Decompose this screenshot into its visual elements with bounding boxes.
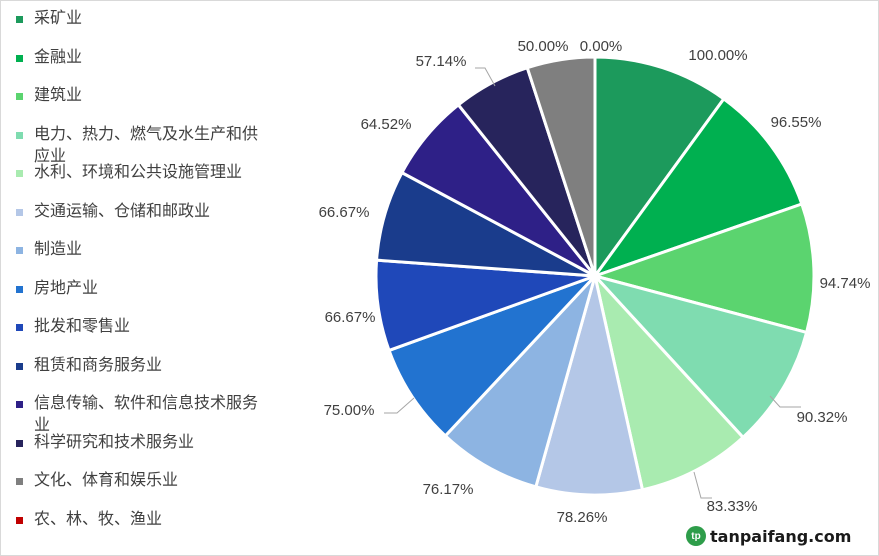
legend-swatch — [16, 131, 23, 139]
legend-label: 采矿业 — [34, 10, 83, 27]
legend-label: 文化、体育和娱乐业 — [34, 472, 179, 489]
data-label: 0.00% — [580, 38, 623, 55]
data-label: 100.00% — [688, 47, 747, 64]
legend-swatch — [16, 208, 23, 216]
legend-item: 房地产业 — [16, 274, 266, 313]
legend-item: 采矿业 — [16, 4, 266, 43]
data-label: 50.00% — [518, 38, 569, 55]
legend-label: 水利、环境和公共设施管理业 — [34, 164, 243, 181]
data-label: 94.74% — [820, 275, 871, 292]
pie-slice — [589, 202, 816, 335]
legend-swatch — [16, 516, 23, 524]
legend-swatch — [16, 170, 23, 177]
pie-slice — [443, 274, 597, 489]
legend-swatch — [16, 478, 23, 485]
legend-label: 电力、热力、燃气及水生产和供应业 — [34, 125, 259, 165]
legend-swatch — [16, 16, 23, 23]
legend-label: 金融业 — [34, 48, 83, 66]
pie-slice — [387, 274, 597, 438]
data-label: 76.17% — [423, 481, 474, 498]
legend-label: 农、林、牧、渔业 — [34, 510, 163, 528]
legend-item: 制造业 — [16, 235, 266, 274]
legend-swatch — [16, 285, 23, 293]
legend-item: 信息传输、软件和信息技术服务业 — [16, 389, 266, 434]
pie-slice — [590, 273, 809, 440]
legend-swatch — [16, 401, 23, 408]
data-label: 90.32% — [797, 409, 848, 426]
data-label: 96.55% — [771, 114, 822, 131]
data-label: 78.26% — [557, 509, 608, 526]
leader-line — [769, 395, 801, 408]
legend-item: 建筑业 — [16, 81, 266, 120]
pie-slice — [590, 96, 804, 279]
pie-slice — [533, 275, 645, 497]
legend-swatch — [16, 247, 23, 254]
legend-swatch — [16, 439, 23, 447]
data-label: 57.14% — [416, 53, 467, 70]
leaf-logo-icon: tp — [686, 526, 706, 546]
legend-item: 文化、体育和娱乐业 — [16, 466, 266, 505]
legend-label: 信息传输、软件和信息技术服务业 — [34, 395, 259, 434]
legend: 采矿业金融业建筑业电力、热力、燃气及水生产和供应业 水利、环境和公共设施管理业 交通… — [16, 4, 266, 543]
legend-swatch — [16, 362, 23, 370]
pie-slice — [593, 55, 726, 281]
data-label: 64.52% — [361, 116, 412, 133]
legend-item: 科学研究和技术服务业 — [16, 428, 266, 467]
legend-item: 交通运输、仓储和邮政业 — [16, 197, 266, 236]
watermark: tp tanpaifang.com — [686, 524, 851, 548]
legend-label: 交通运输、仓储和邮政业 — [34, 202, 211, 220]
legend-swatch — [16, 54, 23, 62]
legend-label: 批发和零售业 — [34, 318, 131, 335]
leader-line — [693, 471, 712, 499]
legend-label: 租赁和商务服务业 — [34, 356, 163, 374]
data-label: 83.33% — [707, 498, 758, 515]
legend-label: 制造业 — [34, 241, 83, 258]
legend-label: 建筑业 — [34, 87, 83, 104]
legend-item: 电力、热力、燃气及水生产和供应业 — [16, 120, 266, 165]
data-label: 66.67% — [325, 309, 376, 326]
legend-item: 租赁和商务服务业 — [16, 351, 266, 390]
data-label: 75.00% — [324, 402, 375, 419]
legend-label: 科学研究和技术服务业 — [34, 433, 195, 451]
leader-line — [384, 397, 415, 414]
pie-slice — [525, 55, 597, 277]
legend-swatch — [16, 93, 23, 100]
data-label: 66.67% — [319, 204, 370, 221]
legend-swatch — [16, 324, 23, 331]
legend-item: 批发和零售业 — [16, 312, 266, 351]
legend-item: 金融业 — [16, 43, 266, 82]
legend-label: 房地产业 — [34, 279, 99, 297]
leader-line — [475, 67, 496, 87]
legend-item: 农、林、牧、渔业 — [16, 505, 266, 544]
legend-item: 水利、环境和公共设施管理业 — [16, 158, 266, 197]
watermark-text: tanpaifang.com — [710, 526, 852, 546]
